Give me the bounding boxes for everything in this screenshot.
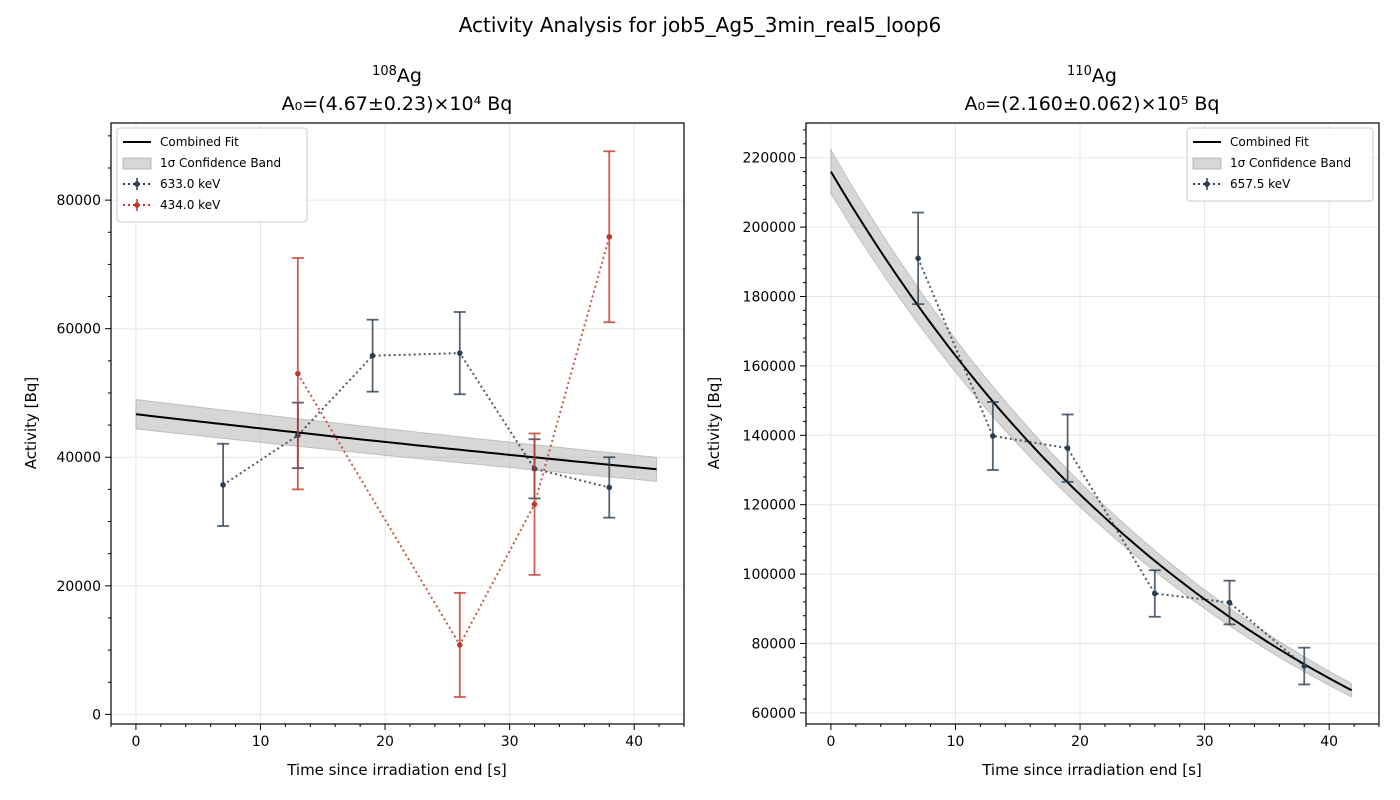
axes-frame — [805, 122, 1380, 725]
data-point — [369, 352, 376, 359]
legend-swatch-band — [122, 157, 152, 170]
y-tick-label: 220000 — [743, 151, 796, 167]
y-tick-label: 200000 — [743, 220, 796, 236]
data-point — [531, 501, 538, 507]
figure-title: Activity Analysis for job5_Ag5_3min_real… — [459, 13, 942, 37]
x-tick-label: 10 — [252, 734, 270, 750]
y-axis-label: Activity [Bq] — [705, 377, 723, 469]
fit-curve — [135, 413, 657, 471]
data-point — [456, 642, 463, 648]
plot-subtitle: A₀=(4.67±0.23)×10⁴ Bq — [282, 93, 513, 115]
data-point — [1064, 445, 1071, 451]
data-point — [220, 482, 226, 488]
data-point — [295, 370, 301, 377]
x-tick-label: 30 — [501, 734, 519, 750]
y-tick-label: 80000 — [751, 636, 796, 652]
data-point — [990, 433, 996, 439]
y-tick-label: 60000 — [751, 706, 796, 722]
plot-ag108: 108Ag A₀=(4.67±0.23)×10⁴ Bq Time since i… — [22, 64, 685, 779]
isotope-element: Ag — [1092, 65, 1117, 87]
x-tick-label: 10 — [947, 734, 965, 750]
y-tick-label: 100000 — [743, 567, 796, 583]
y-tick-label: 20000 — [56, 579, 101, 595]
legend: Combined Fit 1σ Confidence Band 657.5 keV — [1186, 127, 1374, 202]
y-axis-label: Activity [Bq] — [22, 377, 40, 469]
data-point — [1151, 590, 1158, 597]
x-tick-label: 0 — [131, 734, 140, 750]
confidence-band — [830, 147, 1353, 698]
data-point — [1301, 663, 1308, 669]
legend-swatch-band — [1192, 157, 1222, 170]
fit-curve — [830, 171, 1353, 692]
x-tick-label: 0 — [826, 734, 835, 750]
y-tick-label: 180000 — [743, 289, 796, 305]
series-line — [222, 352, 610, 489]
legend-label: 1σ Confidence Band — [1230, 156, 1351, 170]
x-axis-label: Time since irradiation end [s] — [286, 761, 507, 779]
legend-label: 434.0 keV — [160, 198, 221, 212]
y-tick-label: 120000 — [743, 498, 796, 514]
data-point — [606, 233, 613, 240]
isotope-element: Ag — [397, 65, 422, 87]
plot-title-isotope: 108Ag — [372, 64, 422, 87]
plot-title-isotope: 110Ag — [1067, 64, 1117, 87]
legend-swatch-marker — [134, 202, 140, 208]
x-tick-label: 40 — [625, 734, 643, 750]
legend: Combined Fit 1σ Confidence Band 633.0 keV 4… — [116, 127, 308, 223]
x-tick-label: 30 — [1196, 734, 1214, 750]
y-tick-label: 140000 — [743, 428, 796, 444]
legend-swatch-marker — [1204, 181, 1210, 187]
legend-label: 657.5 keV — [1230, 177, 1291, 191]
plot-subtitle: A₀=(2.160±0.062)×10⁵ Bq — [965, 93, 1220, 115]
series-line — [296, 236, 611, 647]
y-tick-label: 80000 — [56, 193, 101, 209]
legend-label: 633.0 keV — [160, 177, 221, 191]
y-tick-label: 60000 — [56, 322, 101, 338]
x-tick-label: 40 — [1320, 734, 1338, 750]
plot-ag110: 110Ag A₀=(2.160±0.062)×10⁵ Bq Time since… — [705, 64, 1380, 779]
data-point — [606, 484, 613, 491]
x-tick-label: 20 — [1071, 734, 1089, 750]
isotope-mass: 110 — [1067, 64, 1092, 79]
axes-frame — [110, 122, 685, 725]
legend-frame — [116, 127, 308, 223]
data-point — [456, 350, 463, 356]
legend-frame — [1186, 127, 1374, 202]
legend-swatch-marker — [134, 181, 140, 187]
legend-label: Combined Fit — [160, 135, 239, 149]
x-axis-label: Time since irradiation end [s] — [981, 761, 1202, 779]
x-tick-label: 20 — [376, 734, 394, 750]
y-tick-label: 160000 — [743, 359, 796, 375]
legend-label: Combined Fit — [1230, 135, 1309, 149]
data-point — [1226, 599, 1233, 606]
data-point — [915, 255, 921, 262]
y-tick-label: 40000 — [56, 450, 101, 466]
legend-label: 1σ Confidence Band — [160, 156, 281, 170]
series-line — [917, 257, 1305, 667]
y-tick-label: 0 — [92, 707, 101, 723]
isotope-mass: 108 — [372, 64, 397, 79]
